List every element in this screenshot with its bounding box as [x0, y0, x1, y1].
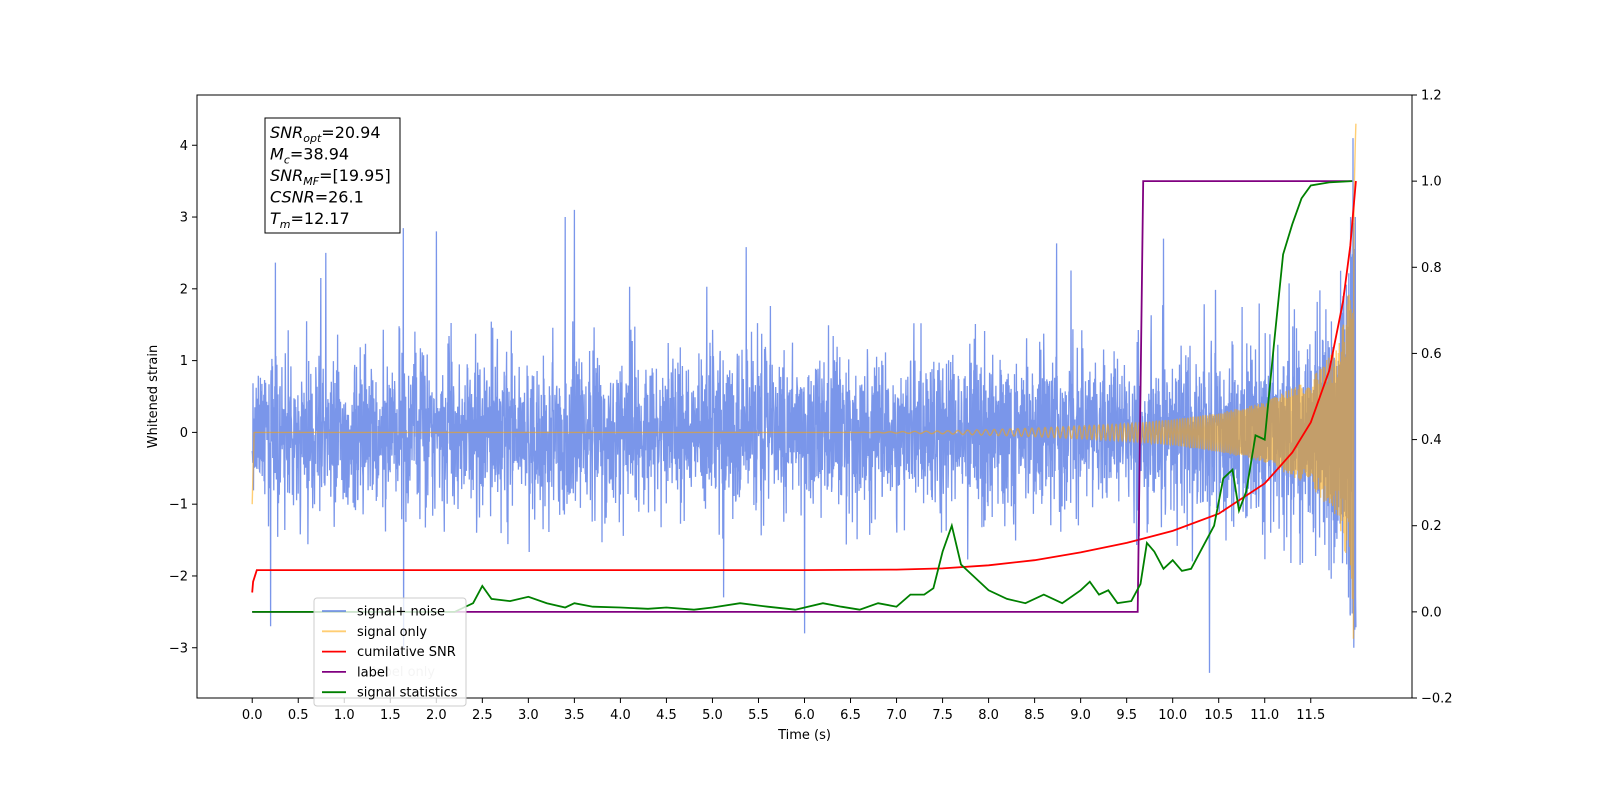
- y-tick-label: 4: [180, 139, 188, 154]
- annotation-frame: [264, 117, 401, 234]
- series-signal-only: [251, 123, 1357, 639]
- annotation-line: SNRMF=[19.95]: [270, 166, 391, 188]
- y-tick-label: −2: [169, 569, 188, 584]
- x-tick-label: 5.5: [748, 708, 769, 723]
- legend-entry: cumilative SNR: [357, 645, 456, 660]
- series-label: [252, 180, 1353, 613]
- annotation-value: =20.94: [321, 123, 380, 142]
- x-tick-label: 9.0: [1070, 708, 1091, 723]
- x-tick-label: 1.5: [380, 708, 401, 723]
- y-right-tick-label: 1.2: [1421, 89, 1442, 104]
- x-tick-label: 7.0: [886, 708, 907, 723]
- annotation-value: =[19.95]: [319, 166, 391, 185]
- x-tick-label: 4.0: [610, 708, 631, 723]
- x-tick-label: 11.0: [1250, 708, 1279, 723]
- y-tick-label: 0: [180, 426, 188, 441]
- axes-layer: 0.0 0.5 1.0 1.5 2.0 2.5 3.0 3.5 4.0 4.5 5.0 5.5 6.0 6…: [146, 89, 1453, 744]
- series-cumulative-snr: [251, 181, 1357, 593]
- annotation-line: Mc=38.94: [270, 145, 349, 167]
- y-right-tick-label: 0.2: [1421, 519, 1442, 534]
- legend-frame: [313, 597, 467, 707]
- x-tick-label: 4.5: [656, 708, 677, 723]
- y-right-tick-label: 0.0: [1421, 605, 1442, 620]
- x-tick-label: 7.5: [932, 708, 953, 723]
- legend-entry: label: [357, 665, 388, 680]
- y-tick-label: 3: [180, 211, 188, 226]
- x-tick-label: 6.5: [840, 708, 861, 723]
- annotation-symbol: M: [270, 145, 284, 164]
- x-tick-label: 0.5: [288, 708, 309, 723]
- x-tick-label: 5.0: [702, 708, 723, 723]
- y-right-tick-label: −0.2: [1421, 692, 1453, 707]
- annotation-line: SNRopt=20.94: [270, 123, 381, 145]
- x-tick-label: 0.0: [242, 708, 263, 723]
- x-tick-label: 3.0: [518, 708, 539, 723]
- x-axis-label: Time (s): [777, 728, 831, 743]
- annotation-subscript: c: [284, 154, 290, 167]
- annotation-symbol: T: [270, 209, 281, 228]
- y-right-tick-label: 0.8: [1421, 261, 1442, 276]
- y-right-tick-label: 0.4: [1421, 433, 1442, 448]
- x-tick-label: 9.5: [1116, 708, 1137, 723]
- y-axis-label: Whitened strain: [146, 345, 161, 448]
- annotation-subscript: m: [280, 218, 291, 231]
- annotation-subscript: MF: [303, 175, 319, 188]
- annotation-subscript: opt: [303, 132, 322, 145]
- x-tick-label: 11.5: [1296, 708, 1325, 723]
- y-right-tick-label: 0.6: [1421, 347, 1442, 362]
- legend-entry: signal+ noise: [357, 605, 445, 620]
- y-tick-label: 2: [180, 282, 188, 297]
- x-tick-label: 1.0: [334, 708, 355, 723]
- y-tick-label: −1: [169, 498, 188, 513]
- x-tick-label: 10.5: [1204, 708, 1233, 723]
- annotation-value: =12.17: [291, 209, 350, 228]
- y-tick-label: 1: [180, 354, 188, 369]
- annotation-line: CSNR=26.1: [270, 188, 364, 207]
- annotation-line: Tm=12.17: [270, 209, 350, 231]
- legend-entry: signal statistics: [357, 686, 458, 701]
- x-tick-label: 8.5: [1024, 708, 1045, 723]
- x-tick-label: 8.0: [978, 708, 999, 723]
- x-tick-label: 3.5: [564, 708, 585, 723]
- x-tick-label: 6.0: [794, 708, 815, 723]
- series-signal-noise: [251, 138, 1357, 673]
- x-tick-label: 10.0: [1158, 708, 1187, 723]
- annotation-symbol: SNR: [270, 123, 303, 142]
- legend-entry: signal only: [357, 625, 427, 640]
- x-tick-label: 2.0: [426, 708, 447, 723]
- annotation-value: =26.1: [315, 188, 364, 207]
- annotation-symbol: SNR: [270, 166, 303, 185]
- annotation-value: =38.94: [290, 145, 349, 164]
- series-layer: [251, 123, 1357, 673]
- x-tick-label: 2.5: [472, 708, 493, 723]
- y-right-tick-label: 1.0: [1421, 175, 1442, 190]
- series-signal-statistics: [252, 180, 1353, 613]
- y-tick-label: −3: [169, 641, 188, 656]
- annotation-symbol: CSNR: [270, 188, 315, 207]
- annotation-box: SNRopt=20.94Mc=38.94SNRMF=[19.95]CSNR=26…: [264, 117, 401, 234]
